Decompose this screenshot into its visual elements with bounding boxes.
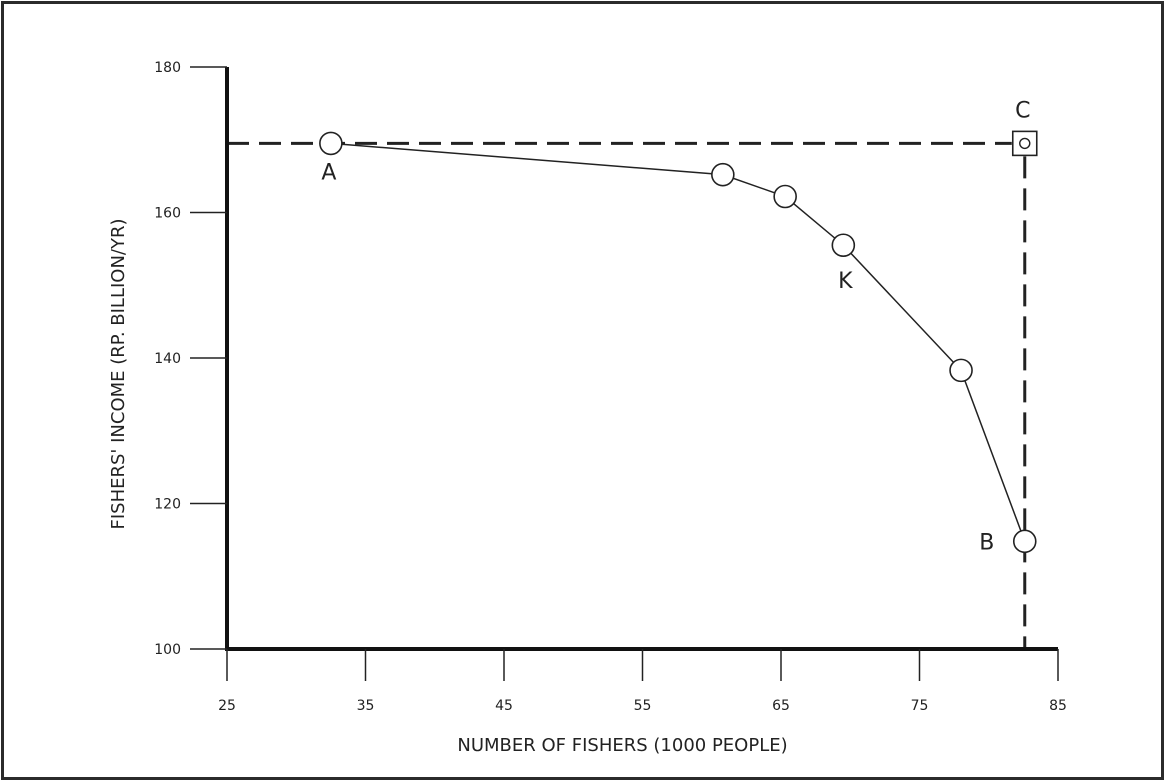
x-tick-label: 55: [634, 698, 652, 714]
point-label: A: [321, 160, 336, 185]
data-point: [949, 358, 973, 383]
y-tick-label: 100: [154, 642, 181, 658]
x-tick-label: 65: [772, 698, 790, 714]
data-point: [831, 233, 856, 258]
data-point: [1012, 529, 1037, 554]
reference-point-label: C: [1015, 98, 1030, 123]
x-tick-label: 75: [911, 698, 929, 714]
point-label: B: [979, 530, 994, 555]
x-axis-ticks: 25 35 45 55 65 75 85: [218, 649, 1067, 714]
series-points: A K B: [319, 131, 1037, 555]
reference-point: C: [1011, 98, 1038, 157]
y-tick-label: 180: [154, 60, 181, 76]
y-tick-label: 120: [154, 497, 181, 513]
y-axis-ticks: 100 120 140 160 180: [154, 60, 227, 658]
series-line: [330, 142, 1026, 542]
data-point: [773, 184, 797, 209]
x-tick-label: 45: [495, 698, 513, 714]
y-tick-label: 140: [154, 351, 181, 367]
y-axis-title: FISHERS' INCOME (RP. BILLION/YR): [108, 218, 129, 529]
point-label: K: [838, 269, 853, 294]
x-tick-label: 25: [218, 698, 236, 714]
data-point: [711, 162, 735, 187]
x-axis-title: NUMBER OF FISHERS (1000 PEOPLE): [457, 735, 787, 756]
x-tick-label: 35: [357, 698, 375, 714]
y-tick-label: 160: [154, 206, 181, 222]
data-point: [319, 131, 343, 156]
x-tick-label: 85: [1049, 698, 1067, 714]
reference-point-marker: [1019, 137, 1031, 150]
